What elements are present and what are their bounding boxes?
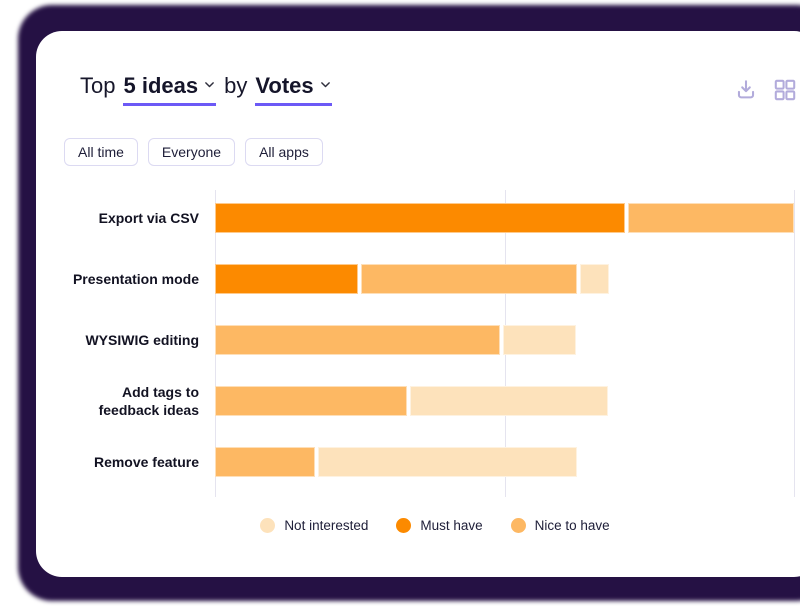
category-label: Remove feature (93, 454, 199, 470)
legend-label: Must have (420, 518, 483, 533)
title-prefix: Top (80, 73, 116, 98)
bar-segment-not-interested[interactable] (503, 325, 577, 355)
download-icon (733, 80, 759, 106)
bar-segment-not-interested[interactable] (317, 447, 577, 477)
bar-row (215, 386, 795, 416)
bar-chart: Export via CSV Presentation mode WYSIWIG e… (36, 190, 800, 497)
toolbar (733, 77, 798, 103)
bar-segment-nice-to-have[interactable] (215, 447, 315, 477)
chevron-down-icon (203, 71, 216, 96)
grid-layout-icon (772, 79, 798, 106)
legend-dot (396, 518, 412, 533)
bar-row (215, 264, 795, 294)
bar-segment-must-have[interactable] (215, 203, 625, 233)
page-title: Top 5 ideas by Votes (80, 71, 340, 106)
category-label: Export via CSV (98, 210, 199, 226)
bar-segment-not-interested[interactable] (579, 264, 610, 294)
legend-item[interactable]: Not interested (260, 518, 368, 533)
legend-dot (260, 518, 276, 533)
bar-row (215, 325, 795, 355)
filter-audience-button[interactable]: Everyone (147, 138, 236, 166)
analytics-card: Top 5 ideas by Votes (36, 31, 800, 577)
category-label: Add tags to feedback ideas (98, 384, 199, 418)
bar-row (215, 447, 795, 477)
chart-legend: Not interested Must have Nice to have (64, 518, 800, 533)
bar-segment-nice-to-have[interactable] (215, 386, 408, 416)
category-labels: Export via CSV Presentation mode WYSIWIG e… (65, 190, 207, 497)
legend-item[interactable]: Must have (396, 518, 483, 533)
chevron-down-icon (319, 71, 332, 96)
plot-area (215, 190, 795, 497)
bar-segment-nice-to-have[interactable] (215, 325, 501, 355)
legend-item[interactable]: Nice to have (510, 518, 610, 533)
filter-bar: All time Everyone All apps (64, 138, 323, 166)
bar-row (215, 203, 795, 233)
metric-dropdown[interactable]: Votes (255, 71, 332, 106)
legend-dot (510, 518, 526, 533)
filter-time-button[interactable]: All time (64, 138, 138, 166)
bar-segment-nice-to-have[interactable] (361, 264, 577, 294)
bar-segment-must-have[interactable] (215, 264, 358, 294)
grid-layout-button[interactable] (772, 77, 798, 103)
download-button[interactable] (733, 77, 759, 103)
gridline-100 (794, 190, 795, 497)
ideas-count-dropdown[interactable]: 5 ideas (123, 71, 217, 106)
ideas-count-dropdown-label: 5 ideas (123, 73, 199, 98)
bar-segment-not-interested[interactable] (410, 386, 609, 416)
category-label: WYSIWIG editing (85, 332, 199, 348)
bar-segment-nice-to-have[interactable] (627, 203, 794, 233)
title-connector: by (224, 73, 248, 98)
legend-label: Not interested (284, 518, 369, 533)
metric-dropdown-label: Votes (255, 73, 314, 98)
filter-apps-button[interactable]: All apps (245, 138, 323, 166)
legend-label: Nice to have (534, 518, 610, 533)
category-label: Presentation mode (72, 271, 199, 287)
